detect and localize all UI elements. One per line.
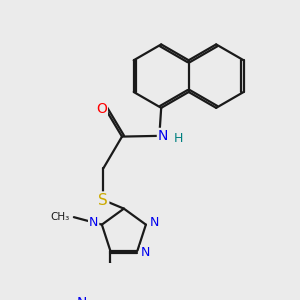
Text: N: N <box>77 296 87 300</box>
Text: N: N <box>149 216 159 229</box>
Text: O: O <box>96 102 107 116</box>
Text: N: N <box>141 246 150 259</box>
Text: H: H <box>174 132 183 145</box>
Text: N: N <box>89 216 98 229</box>
Text: N: N <box>158 129 168 143</box>
Text: S: S <box>98 193 108 208</box>
Text: CH₃: CH₃ <box>50 212 69 222</box>
